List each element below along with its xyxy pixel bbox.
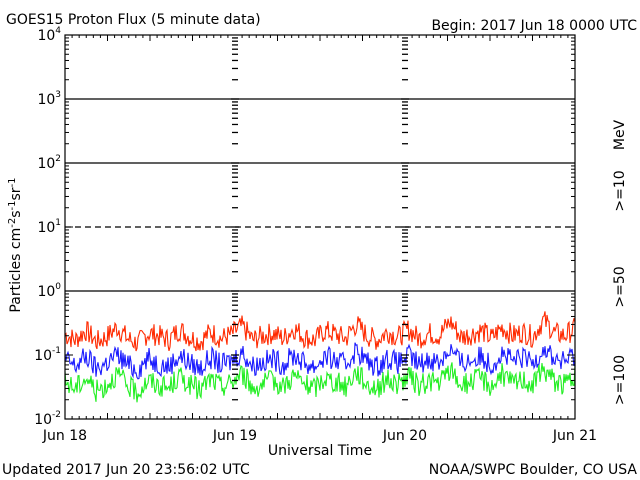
x-axis-label: Universal Time [268, 443, 372, 459]
series-line-0 [64, 311, 576, 352]
x-tick-label: Jun 18 [42, 428, 87, 444]
y-tick-label: 10-2 [34, 410, 61, 428]
y-tick-label: 104 [37, 26, 61, 44]
y-tick-label: 103 [37, 90, 61, 108]
series-layer [64, 311, 576, 403]
begin-label: Begin: 2017 Jun 18 0000 UTC [431, 18, 637, 34]
unit-label: MeV [612, 119, 628, 150]
x-tick-label: Jun 19 [212, 428, 257, 444]
x-tick-label: Jun 21 [552, 428, 597, 444]
reference-lines [65, 98, 575, 292]
legend-ge50: >=50 [612, 266, 628, 307]
y-tick-label: 101 [37, 218, 61, 236]
legend-ge10: >=10 [612, 170, 628, 211]
x-tick-label: Jun 20 [382, 428, 427, 444]
series-line-1 [64, 342, 576, 380]
credit-label: NOAA/SWPC Boulder, CO USA [429, 462, 638, 478]
y-tick-label: 10-1 [34, 346, 61, 364]
series-line-2 [64, 362, 576, 403]
x-axis-ticks: Jun 18 Jun 19 Jun 20 Jun 21 [42, 35, 597, 444]
y-tick-label: 102 [37, 154, 61, 172]
y-axis-ticks: 10-2 10-1 100 101 102 103 104 [34, 26, 575, 428]
y-axis-label: Particles cm-2s-1sr-1 [7, 177, 25, 312]
updated-timestamp: Updated 2017 Jun 20 23:56:02 UTC [2, 462, 250, 478]
y-tick-label: 100 [37, 282, 61, 300]
chart-title: GOES15 Proton Flux (5 minute data) [6, 12, 261, 28]
day-divider-ticks [231, 37, 409, 420]
legend-ge100: >=100 [612, 355, 628, 405]
